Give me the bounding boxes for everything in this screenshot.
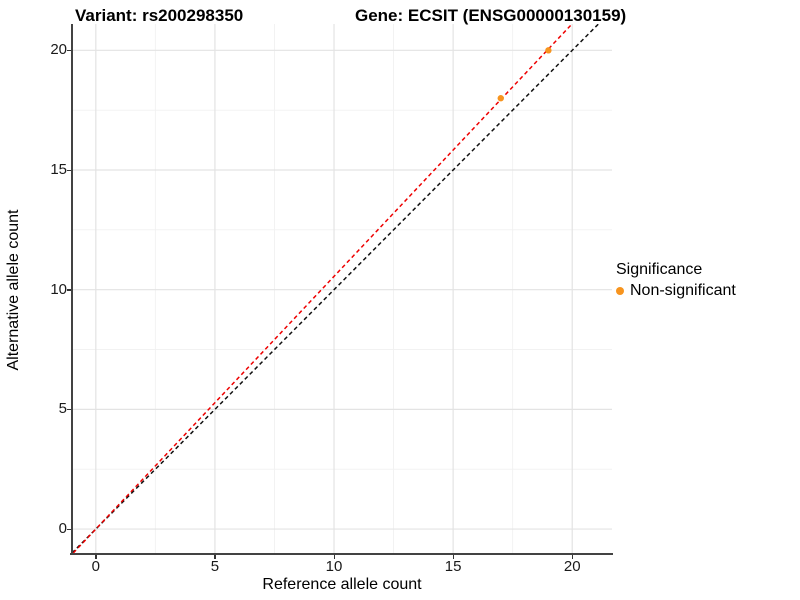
y-tick-label: 20 [50, 41, 67, 59]
y-tick-label: 0 [58, 520, 67, 538]
x-tick-mark [95, 555, 97, 559]
x-tick-label: 15 [444, 558, 462, 575]
x-tick-mark [452, 555, 455, 559]
y-tick-mark [67, 408, 71, 411]
x-tick-label: 0 [91, 558, 100, 575]
y-tick-label: 15 [50, 161, 67, 178]
x-tick-mark [333, 555, 336, 559]
y-tick-mark [67, 289, 71, 291]
y-axis-line [71, 24, 73, 555]
legend-title: Significance [616, 261, 703, 278]
identity-line [72, 24, 599, 553]
plot-panel [72, 24, 612, 553]
data-point [497, 95, 504, 102]
allelic-ratio-line [72, 24, 573, 553]
legend: Significance Non-significant [616, 261, 736, 300]
variant-title: Variant: rs200298350 [75, 6, 244, 25]
x-tick-label: 5 [210, 558, 220, 575]
data-point [545, 47, 552, 54]
y-tick-label: 5 [58, 400, 67, 418]
x-axis-line [70, 553, 613, 555]
x-axis-title: Reference allele count [262, 576, 422, 593]
legend-item: Non-significant [616, 282, 736, 300]
y-tick-label: 10 [50, 280, 67, 298]
gene-title: Gene: ECSIT (ENSG00000130159) [355, 6, 627, 25]
y-tick-mark [67, 528, 71, 531]
legend-item-label: Non-significant [630, 282, 736, 299]
x-tick-label: 20 [563, 558, 581, 575]
legend-point-icon [616, 287, 624, 295]
y-tick-mark [67, 169, 71, 171]
y-tick-mark [67, 49, 71, 52]
x-tick-mark [571, 555, 574, 559]
x-tick-label: 10 [325, 558, 343, 575]
x-tick-mark [214, 555, 216, 559]
y-axis-title: Alternative allele count [5, 209, 22, 371]
